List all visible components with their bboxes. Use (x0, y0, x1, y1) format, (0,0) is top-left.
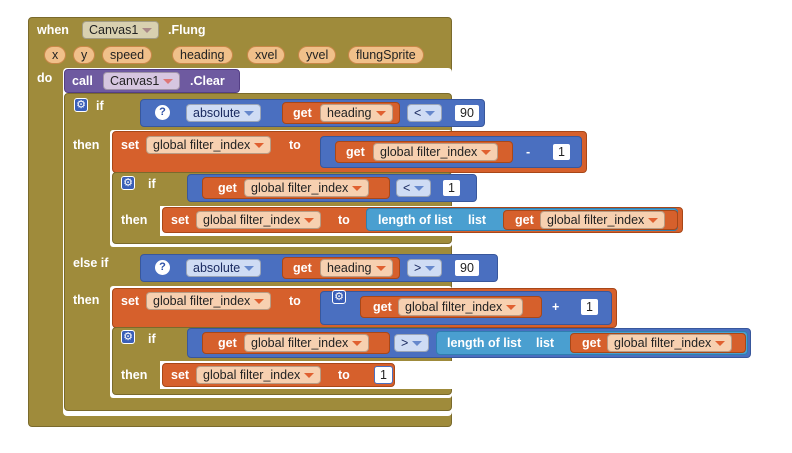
filter-index-var-dropdown[interactable]: global filter_index (146, 292, 272, 310)
set-label: set (121, 294, 140, 308)
heading-var-dropdown[interactable]: heading (320, 259, 393, 277)
param-xvel[interactable]: xvel (247, 46, 286, 64)
get-label: get (293, 261, 312, 275)
plus-operator-label: + (552, 300, 560, 314)
filter-index-var-dropdown[interactable]: global filter_index (540, 211, 666, 229)
event-do-label: do (37, 71, 53, 85)
param-flungsprite[interactable]: flungSprite (348, 46, 424, 64)
lt-operator-dropdown[interactable]: < (407, 104, 443, 122)
filter-index-var-dropdown[interactable]: global filter_index (196, 211, 322, 229)
param-speed[interactable]: speed (102, 46, 153, 64)
plus-gear-icon[interactable]: ⚙ (332, 290, 346, 304)
get-label: get (218, 181, 237, 195)
set-label: set (171, 213, 190, 227)
absolute-dropdown[interactable]: absolute (186, 104, 262, 122)
heading-var-dropdown[interactable]: heading (320, 104, 393, 122)
filter-index-var-dropdown[interactable]: global filter_index (607, 334, 733, 352)
inner-if-gear-icon[interactable]: ⚙ (121, 176, 135, 190)
list-label: list (468, 213, 487, 227)
filter-index-var-dropdown[interactable]: global filter_index (244, 334, 370, 352)
filter-index-var-dropdown[interactable]: global filter_index (398, 298, 524, 316)
event-name-label: .Flung (168, 23, 206, 37)
minus-operator-label: - (526, 145, 531, 159)
set-label: set (171, 368, 190, 382)
length-of-list-label: length of list (447, 336, 522, 350)
gt-operator-dropdown[interactable]: > (394, 334, 430, 352)
if-label: if (96, 99, 104, 113)
filter-index-var-dropdown[interactable]: global filter_index (196, 366, 322, 384)
if-label: if (148, 177, 156, 191)
gt-operator-dropdown[interactable]: > (407, 259, 443, 277)
set-label: set (121, 138, 140, 152)
param-x[interactable]: x (44, 46, 67, 64)
number-1[interactable]: 1 (374, 366, 393, 384)
inner-if-gear-icon[interactable]: ⚙ (121, 330, 135, 344)
event-when-label: when (37, 23, 69, 37)
param-heading[interactable]: heading (172, 46, 233, 64)
call-component-dropdown[interactable]: Canvas1 (103, 72, 181, 90)
filter-index-var-dropdown[interactable]: global filter_index (373, 143, 499, 161)
number-1[interactable]: 1 (580, 298, 599, 316)
get-label: get (293, 106, 312, 120)
lt-operator-dropdown[interactable]: < (396, 179, 432, 197)
to-label: to (338, 368, 350, 382)
then-label: then (121, 213, 148, 227)
get-label: get (373, 300, 392, 314)
filter-index-var-dropdown[interactable]: global filter_index (244, 179, 370, 197)
get-label: get (346, 145, 365, 159)
list-label: list (536, 336, 555, 350)
help-question-icon[interactable]: ? (155, 260, 170, 275)
to-label: to (289, 138, 301, 152)
absolute-dropdown[interactable]: absolute (186, 259, 262, 277)
call-label: call (72, 74, 93, 88)
number-90[interactable]: 90 (454, 104, 480, 122)
then-label-2: then (73, 293, 100, 307)
get-label: get (515, 213, 534, 227)
else-if-label: else if (73, 256, 109, 270)
call-method-label: .Clear (190, 74, 225, 88)
to-label: to (289, 294, 301, 308)
param-yvel[interactable]: yvel (298, 46, 337, 64)
get-label: get (582, 336, 601, 350)
filter-index-var-dropdown[interactable]: global filter_index (146, 136, 272, 154)
if-mutator-gear-icon[interactable]: ⚙ (74, 98, 88, 112)
to-label: to (338, 213, 350, 227)
get-label: get (218, 336, 237, 350)
event-component-dropdown[interactable]: Canvas1 (82, 21, 160, 39)
help-question-icon[interactable]: ? (155, 105, 170, 120)
length-of-list-label: length of list (378, 213, 453, 227)
number-1[interactable]: 1 (442, 179, 461, 197)
param-y[interactable]: y (73, 46, 96, 64)
number-90[interactable]: 90 (454, 259, 480, 277)
then-label-1: then (73, 138, 100, 152)
then-label: then (121, 368, 148, 382)
if-label: if (148, 332, 156, 346)
number-1[interactable]: 1 (552, 143, 571, 161)
